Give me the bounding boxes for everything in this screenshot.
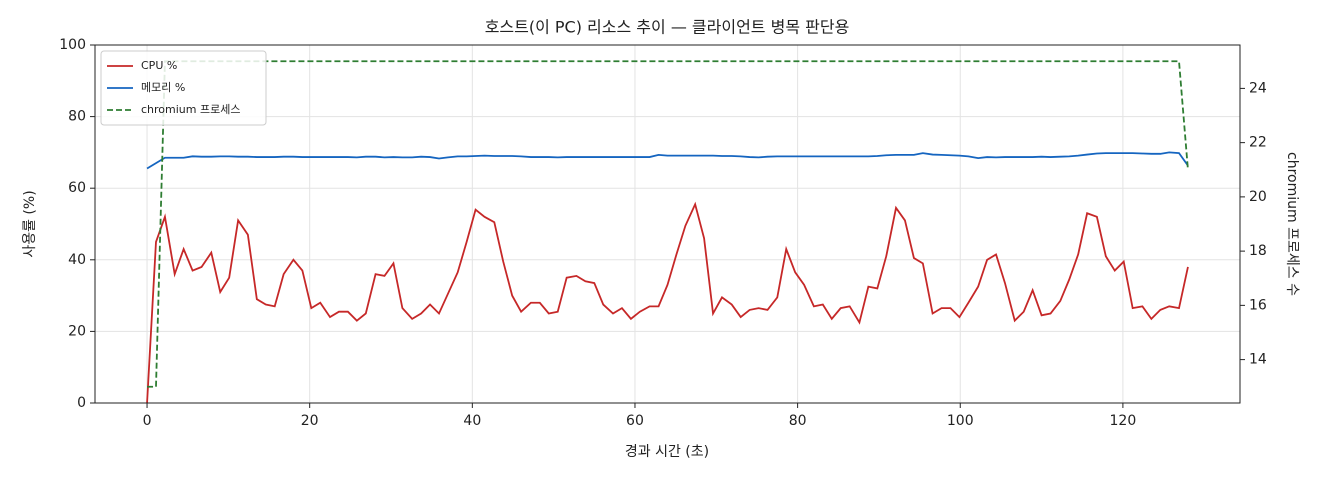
y2-tick-label: 14: [1249, 352, 1267, 368]
legend-label: 메모리 %: [141, 81, 185, 94]
y-axis-label: 사용률 (%): [22, 190, 38, 257]
x-tick-label: 120: [1110, 413, 1137, 429]
y2-tick-label: 18: [1249, 243, 1267, 259]
x-tick-label: 60: [626, 413, 644, 429]
x-tick-label: 40: [463, 413, 481, 429]
legend: CPU % 메모리 % chromium 프로세스: [100, 50, 267, 126]
x-tick-label: 100: [947, 413, 974, 429]
y-tick-label: 100: [59, 37, 86, 53]
legend-label: chromium 프로세스: [141, 103, 240, 116]
y2-tick-label: 16: [1249, 297, 1267, 313]
y-tick-label: 0: [77, 395, 86, 411]
y2-tick-label: 20: [1249, 189, 1267, 205]
x-tick-label: 0: [143, 413, 152, 429]
data-line: [146, 151, 1189, 170]
plot-frame: [94, 44, 1241, 404]
y-tick-label: 80: [68, 109, 86, 125]
y2-axis-label: chromium 프로세스 수: [1284, 152, 1300, 296]
legend-label: CPU %: [141, 59, 177, 72]
y2-tick-label: 24: [1249, 80, 1267, 96]
x-axis-label: 경과 시간 (초): [625, 444, 709, 460]
x-tick-label: 20: [301, 413, 319, 429]
y2-tick-label: 22: [1249, 135, 1267, 151]
y-tick-label: 20: [68, 323, 86, 339]
legend-box: [100, 50, 267, 126]
y-tick-label: 40: [68, 252, 86, 268]
data-line: [146, 201, 1189, 404]
y-tick-label: 60: [68, 180, 86, 196]
data-line: [147, 60, 1189, 388]
chart-title: 호스트(이 PC) 리소스 추이 — 클라이언트 병목 판단용: [485, 18, 850, 37]
x-tick-label: 80: [789, 413, 807, 429]
